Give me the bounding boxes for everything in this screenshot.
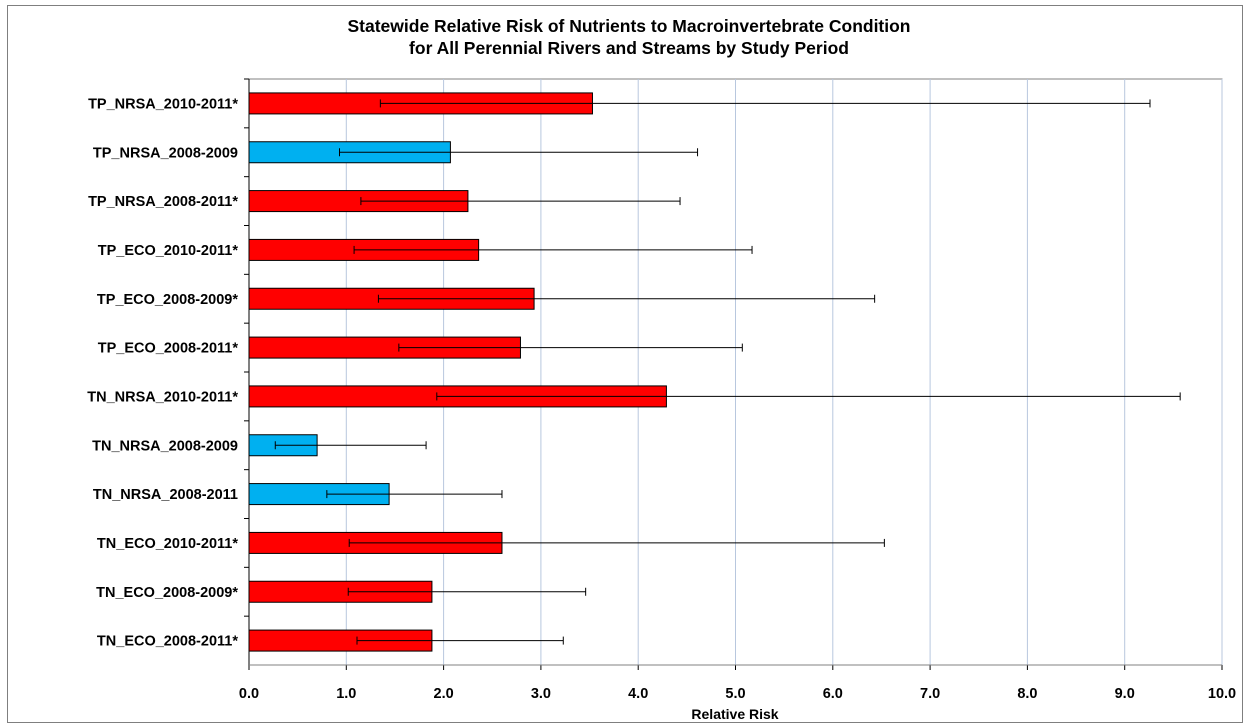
category-label: TN_ECO_2008-2009* [96, 585, 238, 601]
x-tick-label: 8.0 [1017, 686, 1037, 702]
x-tick-label: 4.0 [628, 686, 648, 702]
grid-lines [345, 79, 1223, 665]
x-tick-label: 3.0 [531, 686, 551, 702]
error-bars-group [274, 99, 1181, 645]
bar-chart: Statewide Relative Risk of Nutrients to … [87, 16, 1236, 722]
x-tick-label: 9.0 [1115, 686, 1135, 702]
x-tick-labels-group: 0.0 1.0 2.0 3.0 4.0 5.0 6.0 7.0 8.0 9.0 10.0 [239, 665, 1236, 702]
category-label: TN_NRSA_2008-2011 [93, 487, 238, 503]
category-label: TP_ECO_2008-2011* [98, 341, 239, 357]
category-label: TP_NRSA_2008-2009 [93, 145, 238, 161]
x-tick-label: 5.0 [725, 686, 745, 702]
x-axis-title: Relative Risk [691, 706, 778, 722]
category-label: TP_ECO_2010-2011* [98, 243, 239, 259]
category-label: TP_NRSA_2008-2011* [88, 194, 238, 210]
category-label: TN_ECO_2010-2011* [97, 536, 238, 552]
x-tick-label: 10.0 [1208, 686, 1236, 702]
chart-title: Statewide Relative Risk of Nutrients to … [347, 16, 910, 36]
x-tick-label: 6.0 [823, 686, 843, 702]
category-label: TN_NRSA_2008-2009 [92, 438, 238, 454]
category-label: TN_NRSA_2010-2011* [87, 389, 238, 405]
category-label: TP_ECO_2008-2009* [97, 292, 238, 308]
category-labels-group: TP_NRSA_2010-2011* TP_NRSA_2008-2009 TP_NR… [87, 78, 249, 650]
x-tick-label: 7.0 [920, 686, 940, 702]
x-tick-label: 2.0 [434, 686, 454, 702]
x-tick-label: 0.0 [239, 686, 259, 702]
x-tick-label: 1.0 [336, 686, 356, 702]
chart-frame: Statewide Relative Risk of Nutrients to … [7, 5, 1243, 723]
chart-subtitle: for All Perennial Rivers and Streams by … [409, 38, 849, 58]
category-label: TN_ECO_2008-2011* [97, 634, 238, 650]
category-label: TP_NRSA_2010-2011* [88, 96, 238, 112]
